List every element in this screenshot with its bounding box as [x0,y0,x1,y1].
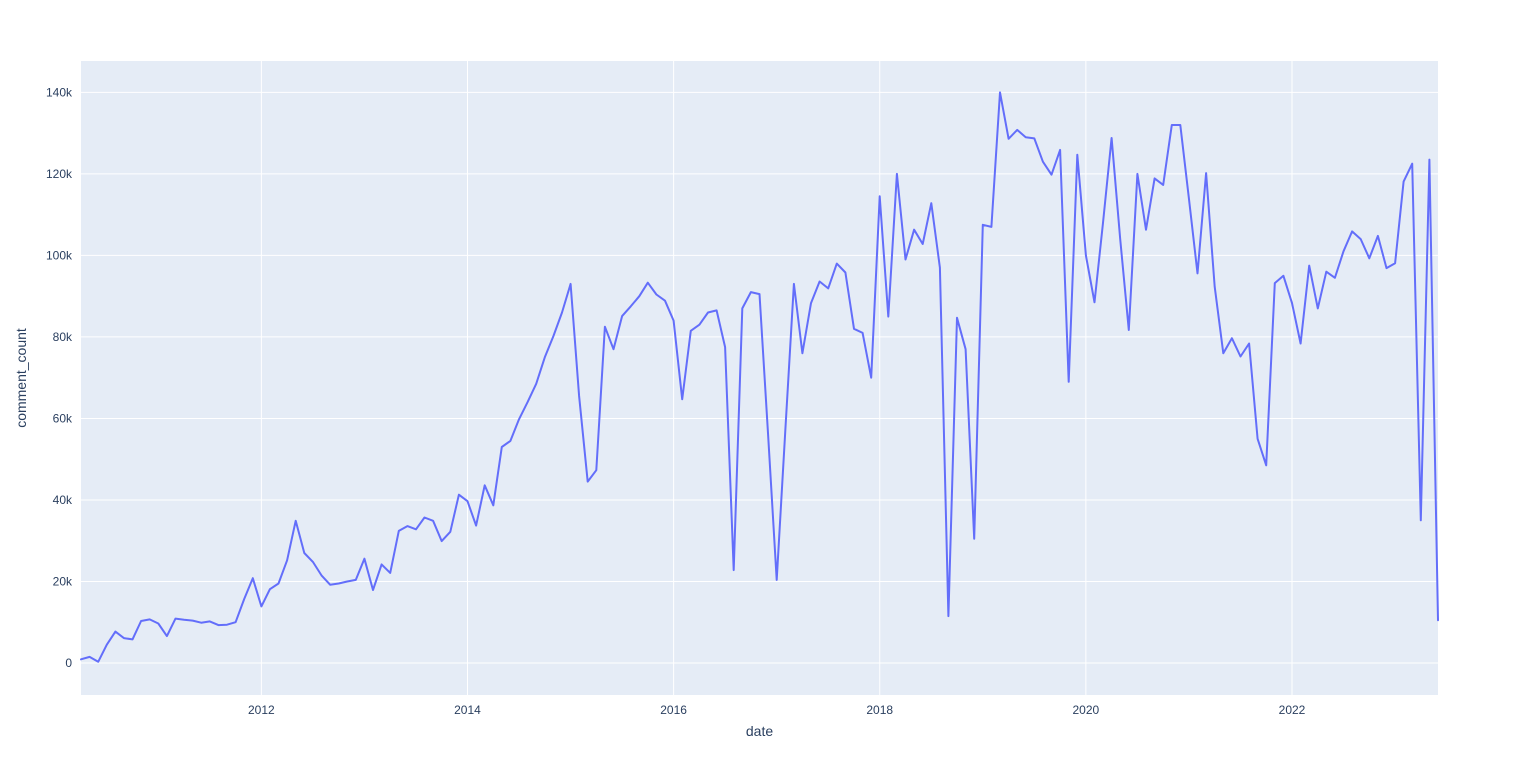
y-tick-label: 80k [53,330,73,344]
y-tick-label: 100k [46,248,73,262]
y-tick-label: 120k [46,167,73,181]
x-tick-label: 2020 [1073,703,1100,717]
x-tick-label: 2012 [248,703,275,717]
x-axis-title: date [0,723,1520,739]
series-line[interactable] [80,91,1439,663]
y-tick-label: 0 [65,656,72,670]
y-tick-label: 60k [53,411,73,425]
plot-area[interactable] [81,61,1438,695]
x-tick-label: 2022 [1279,703,1306,717]
x-axis-title-text: date [745,723,774,739]
y-tick-label: 20k [53,574,73,588]
x-tick-label: 2014 [454,703,481,717]
x-tick-label: 2018 [866,703,893,717]
y-tick-label: 40k [53,493,73,507]
x-tick-label: 2016 [660,703,687,717]
y-tick-label: 140k [46,85,73,99]
y-axis-title: comment_count [13,328,29,428]
